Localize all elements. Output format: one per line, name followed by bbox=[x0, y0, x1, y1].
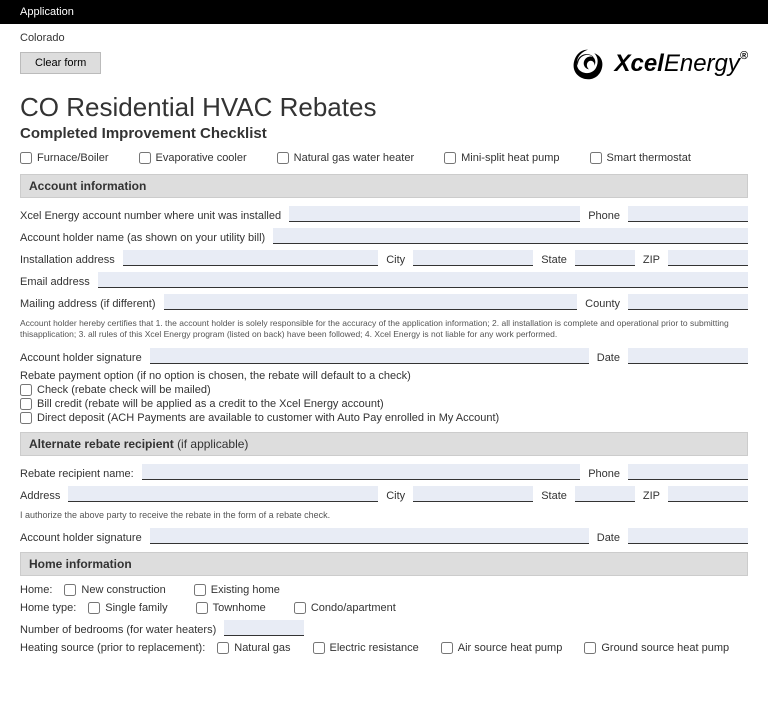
label-rebate-name: Rebate recipient name: bbox=[20, 468, 134, 480]
rebate-state-input[interactable] bbox=[575, 486, 635, 502]
check-option-ach[interactable]: Direct deposit (ACH Payments are availab… bbox=[20, 412, 748, 424]
mailing-address-input[interactable] bbox=[164, 294, 578, 310]
rebate-city-input[interactable] bbox=[413, 486, 533, 502]
section-home: Home information bbox=[20, 552, 748, 576]
top-bar-label: Application bbox=[20, 6, 74, 18]
label-signature: Account holder signature bbox=[20, 352, 142, 364]
check-townhome[interactable]: Townhome bbox=[196, 602, 266, 614]
label-phone-2: Phone bbox=[588, 468, 620, 480]
company-logo: XcelEnergy® bbox=[570, 46, 748, 82]
certification-text: Account holder hereby certifies that 1. … bbox=[20, 318, 748, 340]
phone-input[interactable] bbox=[628, 206, 748, 222]
label-home: Home: bbox=[20, 584, 52, 596]
label-rebate-option: Rebate payment option (if no option is c… bbox=[20, 370, 744, 382]
page-subtitle: Completed Improvement Checklist bbox=[20, 125, 748, 142]
label-zip-2: ZIP bbox=[643, 490, 660, 502]
label-heat-source: Heating source (prior to replacement): bbox=[20, 642, 205, 654]
label-state-2: State bbox=[541, 490, 567, 502]
state-input[interactable] bbox=[575, 250, 635, 266]
check-ground-source[interactable]: Ground source heat pump bbox=[584, 642, 729, 654]
city-input[interactable] bbox=[413, 250, 533, 266]
check-natural-gas[interactable]: Natural gas bbox=[217, 642, 290, 654]
label-date: Date bbox=[597, 352, 620, 364]
label-city-2: City bbox=[386, 490, 405, 502]
check-new-construction[interactable]: New construction bbox=[64, 584, 165, 596]
check-gas-water-heater[interactable]: Natural gas water heater bbox=[277, 152, 414, 164]
zip-input[interactable] bbox=[668, 250, 748, 266]
check-furnace[interactable]: Furnace/Boiler bbox=[20, 152, 109, 164]
account-holder-input[interactable] bbox=[273, 228, 748, 244]
page-content: Colorado Clear form XcelEnergy® CO Resid… bbox=[0, 24, 768, 680]
check-mini-split[interactable]: Mini-split heat pump bbox=[444, 152, 559, 164]
email-input[interactable] bbox=[98, 272, 748, 288]
section-account: Account information bbox=[20, 174, 748, 198]
date-input[interactable] bbox=[628, 348, 748, 364]
county-input[interactable] bbox=[628, 294, 748, 310]
state-label: Colorado bbox=[20, 32, 748, 44]
label-city: City bbox=[386, 254, 405, 266]
section-alternate: Alternate rebate recipient (if applicabl… bbox=[20, 432, 748, 456]
xcel-swirl-icon bbox=[570, 46, 606, 82]
check-evap-cooler[interactable]: Evaporative cooler bbox=[139, 152, 247, 164]
label-mailing: Mailing address (if different) bbox=[20, 298, 156, 310]
rebate-recipient-input[interactable] bbox=[142, 464, 580, 480]
label-county: County bbox=[585, 298, 620, 310]
check-electric[interactable]: Electric resistance bbox=[313, 642, 419, 654]
label-holder: Account holder name (as shown on your ut… bbox=[20, 232, 265, 244]
label-zip: ZIP bbox=[643, 254, 660, 266]
check-air-source[interactable]: Air source heat pump bbox=[441, 642, 563, 654]
label-date-2: Date bbox=[597, 532, 620, 544]
install-address-input[interactable] bbox=[123, 250, 378, 266]
check-smart-thermostat[interactable]: Smart thermostat bbox=[590, 152, 691, 164]
signature-input[interactable] bbox=[150, 348, 589, 364]
clear-form-button[interactable]: Clear form bbox=[20, 52, 101, 74]
page-title: CO Residential HVAC Rebates bbox=[20, 92, 748, 123]
label-home-type: Home type: bbox=[20, 602, 76, 614]
label-email: Email address bbox=[20, 276, 90, 288]
label-state: State bbox=[541, 254, 567, 266]
label-bedrooms: Number of bedrooms (for water heaters) bbox=[20, 624, 216, 636]
bedrooms-input[interactable] bbox=[224, 620, 304, 636]
check-single-family[interactable]: Single family bbox=[88, 602, 167, 614]
improvement-checklist: Furnace/Boiler Evaporative cooler Natura… bbox=[20, 152, 748, 164]
label-phone: Phone bbox=[588, 210, 620, 222]
label-signature-2: Account holder signature bbox=[20, 532, 142, 544]
account-number-input[interactable] bbox=[289, 206, 580, 222]
rebate-zip-input[interactable] bbox=[668, 486, 748, 502]
authorization-text: I authorize the above party to receive t… bbox=[20, 510, 748, 520]
check-condo[interactable]: Condo/apartment bbox=[294, 602, 396, 614]
check-option-check[interactable]: Check (rebate check will be mailed) bbox=[20, 384, 748, 396]
signature-input-2[interactable] bbox=[150, 528, 589, 544]
rebate-phone-input[interactable] bbox=[628, 464, 748, 480]
check-existing-home[interactable]: Existing home bbox=[194, 584, 280, 596]
date-input-2[interactable] bbox=[628, 528, 748, 544]
label-address: Address bbox=[20, 490, 60, 502]
rebate-address-input[interactable] bbox=[68, 486, 378, 502]
header-row: Clear form XcelEnergy® bbox=[20, 52, 748, 82]
top-bar: Application bbox=[0, 0, 768, 24]
check-option-bill-credit[interactable]: Bill credit (rebate will be applied as a… bbox=[20, 398, 748, 410]
company-name: XcelEnergy® bbox=[614, 50, 748, 78]
label-acct-num: Xcel Energy account number where unit wa… bbox=[20, 210, 281, 222]
label-install-addr: Installation address bbox=[20, 254, 115, 266]
